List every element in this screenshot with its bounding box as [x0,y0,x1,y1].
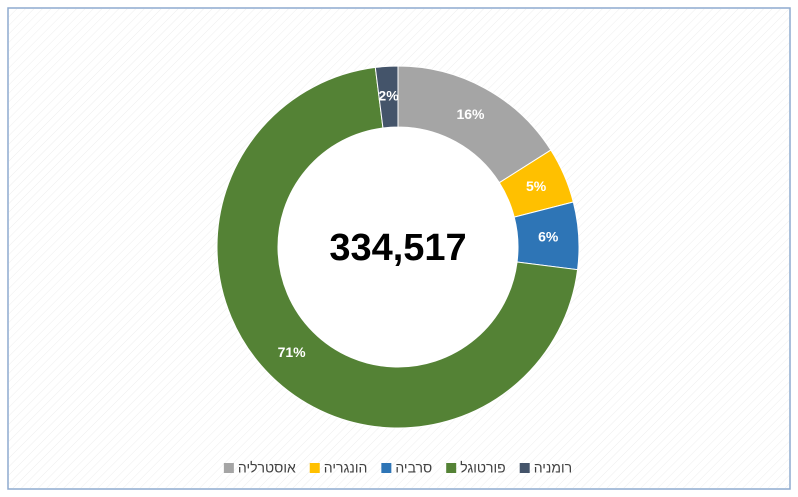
value-label: 16% [456,106,485,122]
donut-hole [278,127,518,367]
legend-label: פורטוגל [460,460,506,476]
value-label: 71% [278,344,307,360]
donut-slice [216,66,579,429]
center-total: 334,517 [329,227,466,269]
legend-swatch [309,463,320,473]
legend-swatch [223,463,234,473]
legend-label: הונגריה [324,460,368,476]
legend-swatch [519,463,530,473]
legend-label: סרביה [395,460,432,476]
value-label: 6% [538,228,559,244]
legend-swatch [446,463,457,473]
legend-label: רומניה [534,460,572,476]
legend-swatch [381,463,392,473]
donut-slice [374,65,399,129]
value-label: 5% [526,178,547,194]
legend-label: אוסטרליה [238,460,296,476]
value-label: 2% [378,88,399,104]
